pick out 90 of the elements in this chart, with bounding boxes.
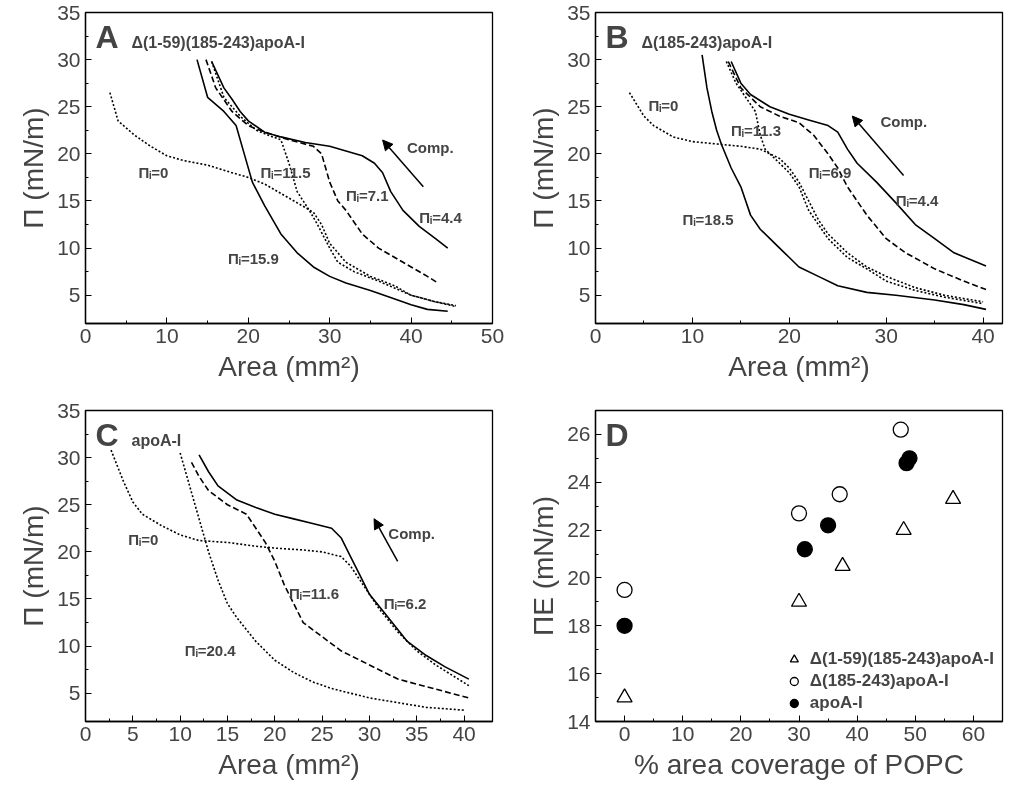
annotation: C: [95, 416, 119, 453]
annotation: Πᵢ=0: [128, 531, 159, 549]
y-tick-label: 10: [567, 236, 591, 260]
x-tick-label: 10: [671, 721, 695, 745]
x-axis-title: Area (mm²): [218, 350, 360, 382]
annotation: Πᵢ=18.5: [682, 211, 734, 229]
y-tick-label: 25: [57, 94, 81, 118]
x-tick-label: 35: [405, 721, 429, 745]
y-tick-label: 25: [57, 492, 81, 516]
x-tick-label: 0: [79, 721, 92, 745]
annotation: Πᵢ=6.2: [383, 594, 427, 612]
legend-label: Δ(1-59)(185-243)apoA-I: [809, 649, 994, 669]
y-tick-label: 5: [68, 681, 81, 705]
x-tick-label: 5: [126, 721, 139, 745]
y-axis-title: Π (mN/m): [18, 505, 50, 627]
x-tick-label: 30: [357, 721, 382, 745]
text: Δ(1-59)(185-243)apoA-I: [131, 33, 305, 51]
y-tick-label: 30: [567, 47, 591, 71]
annotation: Comp.: [388, 524, 435, 542]
annotation: Πᵢ=0: [138, 164, 169, 182]
x-tick-label: 30: [318, 323, 342, 347]
y-axis-title: Π (mN/m): [528, 107, 560, 229]
legend-label: Δ(185-243)apoA-I: [809, 671, 949, 691]
y-tick-label: 22: [567, 518, 591, 542]
x-tick-label: 25: [310, 721, 334, 745]
annotation: D: [605, 416, 629, 453]
x-axis-title: Area (mm²): [728, 350, 870, 382]
x-tick-label: 20: [729, 721, 753, 745]
annotation: B: [605, 18, 629, 55]
x-tick-label: 60: [961, 721, 986, 745]
y-tick-label: 16: [567, 661, 591, 685]
y-tick-label: 5: [578, 283, 591, 307]
y-tick-label: 15: [57, 188, 81, 212]
y-tick-label: 35: [57, 0, 81, 24]
annotation: Πᵢ=11.5: [260, 164, 311, 182]
annotation: Πᵢ=6.9: [808, 164, 852, 182]
x-tick-label: 40: [399, 323, 423, 347]
annotation: Comp.: [407, 138, 454, 156]
x-tick-label: 15: [215, 721, 240, 745]
legend-label: apoA-I: [809, 693, 863, 713]
annotation: Πᵢ=11.3: [731, 122, 782, 140]
y-tick-label: 30: [57, 445, 81, 469]
y-tick-label: 20: [567, 565, 591, 589]
x-tick-label: 0: [589, 323, 602, 347]
annotation: Πᵢ=4.4: [895, 192, 940, 210]
x-tick-label: 50: [903, 721, 927, 745]
x-tick-label: 40: [452, 721, 476, 745]
x-tick-label: 40: [971, 323, 995, 347]
y-tick-label: 10: [57, 236, 81, 260]
x-tick-label: 30: [874, 323, 898, 347]
y-tick-label: 25: [567, 94, 591, 118]
annotation: Comp.: [880, 112, 928, 130]
x-tick-label: 40: [845, 721, 869, 745]
x-tick-label: 30: [787, 721, 811, 745]
x-axis-title: % area coverage of POPC: [634, 748, 964, 780]
x-tick-label: 20: [777, 323, 801, 347]
y-tick-label: 10: [57, 634, 81, 658]
y-tick-label: 20: [567, 141, 591, 165]
x-tick-label: 10: [168, 721, 192, 745]
y-tick-label: 15: [567, 188, 591, 212]
text: Δ(185-243)apoA-I: [641, 33, 773, 51]
x-tick-label: 10: [680, 323, 705, 347]
annotation: A: [95, 18, 119, 55]
x-tick-label: 0: [79, 323, 92, 347]
y-tick-label: 30: [57, 47, 81, 71]
y-tick-label: 35: [57, 398, 81, 422]
x-axis-title: Area (mm²): [218, 748, 360, 780]
text: apoA-I: [131, 431, 182, 449]
x-tick-label: 20: [236, 323, 260, 347]
y-axis-title: Π (mN/m): [18, 107, 50, 229]
x-tick-label: 0: [618, 721, 631, 745]
y-tick-label: 20: [57, 539, 81, 563]
annotation: Πᵢ=4.4: [419, 209, 463, 227]
annotation: Πᵢ=0: [648, 97, 679, 115]
y-tick-label: 24: [567, 470, 591, 494]
annotation: Πᵢ=11.6: [289, 585, 340, 603]
annotation: Πᵢ=7.1: [345, 187, 389, 205]
y-tick-label: 14: [567, 709, 591, 733]
y-axis-title: ΠE (mN/m): [528, 496, 560, 636]
x-tick-label: 50: [480, 323, 505, 347]
y-tick-label: 26: [567, 422, 591, 446]
y-tick-label: 20: [57, 141, 81, 165]
x-tick-label: 20: [263, 721, 287, 745]
y-tick-label: 15: [57, 586, 81, 610]
annotation: Πᵢ=20.4: [184, 642, 237, 660]
annotation: Πᵢ=15.9: [227, 249, 279, 267]
y-tick-label: 35: [567, 0, 591, 24]
x-tick-label: 10: [155, 323, 179, 347]
y-tick-label: 18: [567, 613, 591, 637]
y-tick-label: 5: [68, 283, 81, 307]
